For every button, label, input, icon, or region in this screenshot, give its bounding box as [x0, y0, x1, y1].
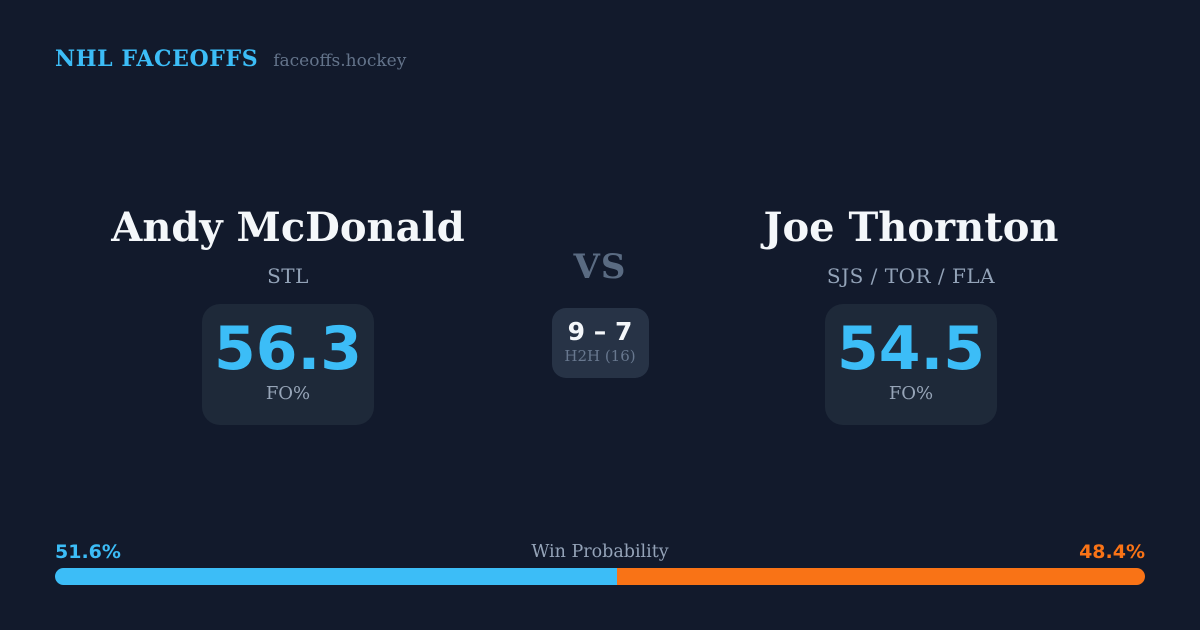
win-probability-bar-left-segment: [55, 568, 618, 585]
player-left-stat-label: FO%: [265, 383, 311, 404]
win-probability-labels: 51.6% Win Probability 48.4%: [55, 540, 1145, 564]
win-probability-title: Win Probability: [531, 542, 669, 562]
vs-label: VS: [573, 247, 627, 287]
win-probability-left-pct: 51.6%: [55, 541, 121, 563]
brand-title: NHL FACEOFFS: [55, 46, 259, 72]
player-left-team: STL: [267, 264, 309, 288]
player-left-stat-box: 56.3 FO%: [202, 304, 374, 425]
h2h-games-label: H2H (16): [564, 347, 636, 365]
player-right-stat-value: 54.5: [836, 314, 986, 384]
win-probability-bar-right-segment: [617, 568, 1145, 585]
h2h-record: 9 – 7: [567, 317, 633, 346]
matchup-panel: VS 9 – 7 H2H (16): [500, 248, 700, 378]
player-right-team: SJS / TOR / FLA: [826, 264, 996, 288]
player-right-stat-box: 54.5 FO%: [825, 304, 997, 425]
player-right-panel: Joe Thornton SJS / TOR / FLA 54.5 FO%: [711, 205, 1111, 425]
header: NHL FACEOFFS faceoffs.hockey: [55, 46, 406, 72]
player-left-panel: Andy McDonald STL 56.3 FO%: [88, 205, 488, 425]
win-probability-bar: [55, 568, 1145, 585]
h2h-box: 9 – 7 H2H (16): [551, 308, 649, 378]
player-left-stat-value: 56.3: [213, 314, 363, 384]
player-right-name: Joe Thornton: [763, 204, 1059, 251]
player-left-name: Andy McDonald: [111, 204, 465, 251]
win-probability-right-pct: 48.4%: [1079, 541, 1145, 563]
player-right-stat-label: FO%: [888, 383, 934, 404]
site-domain: faceoffs.hockey: [273, 51, 407, 71]
